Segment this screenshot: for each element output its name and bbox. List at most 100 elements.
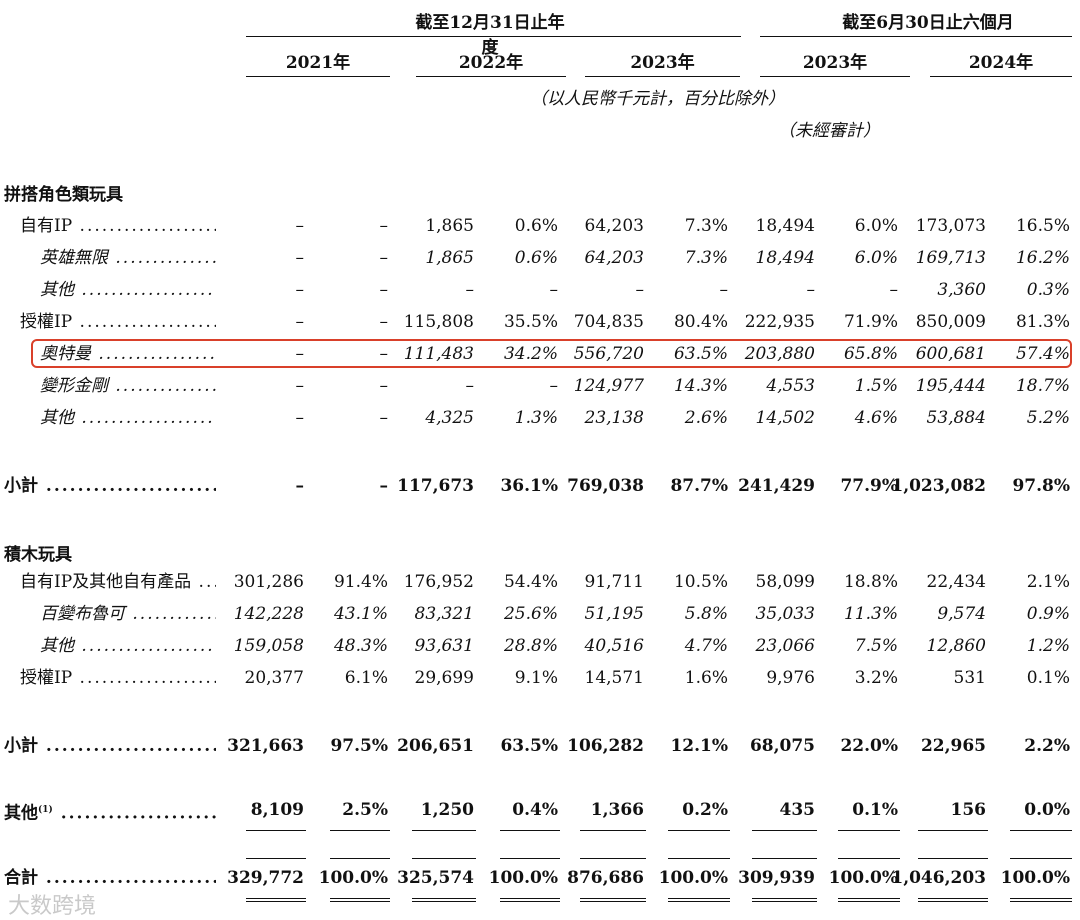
year-rule xyxy=(930,76,1072,77)
header-rule-six-months xyxy=(760,36,1072,37)
percent-cell: 1.6% xyxy=(684,668,728,688)
year-rule xyxy=(585,76,740,77)
row-label-text: 百變布魯可 xyxy=(40,604,125,624)
year-rule xyxy=(246,76,390,77)
percent-cell: 0.6% xyxy=(514,216,558,236)
percent-cell: – xyxy=(379,280,389,300)
percent-cell: – xyxy=(379,344,389,364)
total-double-underline xyxy=(752,898,817,902)
row-label-text: 授權IP xyxy=(20,312,73,332)
percent-cell: 14.3% xyxy=(673,376,728,396)
amount-cell: 117,673 xyxy=(397,476,474,496)
row-label: 變形金剛 ...................................… xyxy=(40,374,216,398)
total-double-underline xyxy=(918,898,988,902)
percent-cell: 2.5% xyxy=(342,800,388,820)
row-label-text: 其他 xyxy=(40,280,74,300)
amount-cell: 301,286 xyxy=(233,572,304,592)
row-label: 英雄無限 ...................................… xyxy=(40,246,216,270)
percent-cell: 54.4% xyxy=(503,572,558,592)
percent-cell: 100.0% xyxy=(658,868,728,888)
total-overline xyxy=(500,858,560,859)
unaudited-note: （未經審計） xyxy=(778,121,880,141)
subtotal-underline xyxy=(752,830,817,831)
amount-cell: – xyxy=(465,280,475,300)
percent-cell: 25.6% xyxy=(503,604,558,624)
amount-cell: 40,516 xyxy=(584,636,644,656)
percent-cell: 6.0% xyxy=(854,216,898,236)
total-overline xyxy=(246,858,306,859)
amount-cell: 1,865 xyxy=(425,216,474,236)
header-group-six-months: 截至6月30日止六個月 xyxy=(842,13,1014,33)
row-label-text: 其他 xyxy=(40,636,74,656)
table-row: 其他 .....................................… xyxy=(0,278,1080,302)
percent-cell: 0.9% xyxy=(1026,604,1070,624)
row-label: 授權IP ...................................… xyxy=(20,310,216,334)
table-row: 奧特曼 ....................................… xyxy=(0,342,1080,366)
dot-leader: ........................................… xyxy=(45,736,216,756)
amount-cell: 68,075 xyxy=(749,736,815,756)
total-overline xyxy=(580,858,646,859)
dot-leader: ........................................… xyxy=(81,280,216,300)
amount-cell: 1,023,082 xyxy=(891,476,986,496)
year-rule xyxy=(416,76,566,77)
table-row: 自有IP及其他自有產品 ............................… xyxy=(0,570,1080,594)
percent-cell: – xyxy=(379,248,389,268)
section-title-building-blocks: 積木玩具 xyxy=(4,545,72,565)
amount-cell: 22,965 xyxy=(920,736,986,756)
amount-cell: – xyxy=(295,344,305,364)
amount-cell: 156 xyxy=(950,800,987,820)
watermark: 大数跨境 xyxy=(8,894,97,919)
percent-cell: – xyxy=(719,280,729,300)
percent-cell: 65.8% xyxy=(843,344,898,364)
percent-cell: – xyxy=(379,376,389,396)
amount-cell: 206,651 xyxy=(397,736,474,756)
subtotal-underline xyxy=(500,830,560,831)
percent-cell: 97.8% xyxy=(1012,476,1070,496)
amount-cell: 435 xyxy=(779,800,816,820)
total-double-underline xyxy=(500,898,560,902)
amount-cell: – xyxy=(295,476,305,496)
amount-cell: 64,203 xyxy=(584,248,644,268)
row-label: 其他(1) ..................................… xyxy=(4,798,216,826)
percent-cell: 63.5% xyxy=(500,736,558,756)
dot-leader: ........................................… xyxy=(45,868,216,888)
percent-cell: 81.3% xyxy=(1015,312,1070,332)
percent-cell: 4.7% xyxy=(684,636,728,656)
total-overline xyxy=(838,858,900,859)
percent-cell: 16.2% xyxy=(1015,248,1070,268)
amount-cell: 4,553 xyxy=(766,376,815,396)
amount-cell: 195,444 xyxy=(915,376,986,396)
percent-cell: – xyxy=(379,312,389,332)
total-double-underline xyxy=(580,898,646,902)
subtotal-underline xyxy=(330,830,390,831)
amount-cell: 12,860 xyxy=(926,636,986,656)
amount-cell: 241,429 xyxy=(738,476,815,496)
subtotal-underline xyxy=(246,830,306,831)
row-label: 百變布魯可 ..................................… xyxy=(40,602,216,626)
dot-leader: ........................................… xyxy=(79,312,216,332)
year-header: 2023年 xyxy=(630,53,695,73)
section-title-assembly-toys: 拼搭角色類玩具 xyxy=(4,185,123,205)
amount-cell: 106,282 xyxy=(567,736,644,756)
amount-cell: 531 xyxy=(953,668,986,688)
total-overline xyxy=(412,858,476,859)
year-header: 2021年 xyxy=(285,53,351,73)
amount-cell: 321,663 xyxy=(227,736,304,756)
percent-cell: 97.5% xyxy=(330,736,388,756)
dot-leader: ........................................… xyxy=(132,604,216,624)
amount-cell: 600,681 xyxy=(915,344,986,364)
amount-cell: – xyxy=(295,376,305,396)
percent-cell: 18.7% xyxy=(1015,376,1070,396)
row-label-text: 英雄無限 xyxy=(40,248,108,268)
amount-cell: – xyxy=(806,280,816,300)
percent-cell: 0.0% xyxy=(1024,800,1070,820)
percent-cell: 36.1% xyxy=(500,476,558,496)
table-row: 授權IP ...................................… xyxy=(0,310,1080,334)
percent-cell: 35.5% xyxy=(503,312,558,332)
percent-cell: 71.9% xyxy=(843,312,898,332)
percent-cell: 0.3% xyxy=(1026,280,1070,300)
amount-cell: 93,631 xyxy=(414,636,474,656)
amount-cell: 18,494 xyxy=(755,216,815,236)
table-row: 其他 .....................................… xyxy=(0,406,1080,430)
percent-cell: 7.3% xyxy=(684,248,728,268)
